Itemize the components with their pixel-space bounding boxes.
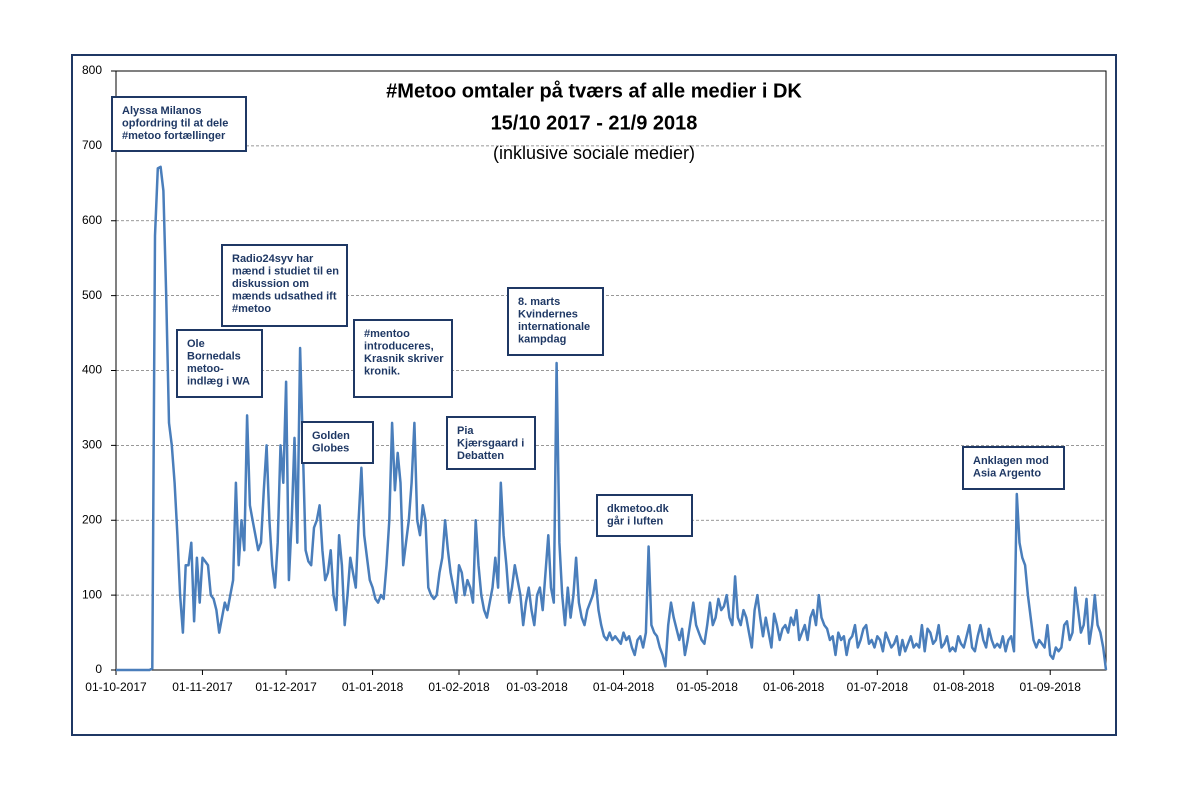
annotation-text: Anklagen mod bbox=[973, 455, 1049, 467]
annotation-text: går i luften bbox=[607, 515, 664, 527]
x-tick-label: 01-11-2017 bbox=[172, 680, 233, 694]
annotation-text: Alyssa Milanos bbox=[122, 105, 201, 117]
x-tick-label: 01-07-2018 bbox=[847, 680, 909, 694]
y-tick-label: 800 bbox=[82, 63, 102, 77]
chart-title: #Metoo omtaler på tværs af alle medier i… bbox=[386, 79, 802, 102]
y-tick-label: 500 bbox=[82, 288, 102, 302]
annotation-text: #mentoo bbox=[364, 328, 410, 340]
annotation-box bbox=[507, 287, 604, 356]
annotation-box bbox=[446, 416, 536, 470]
annotation-text: Radio24syv har bbox=[232, 253, 314, 265]
x-tick-label: 01-01-2018 bbox=[342, 680, 404, 694]
annotation-text: Debatten bbox=[457, 450, 504, 462]
x-tick-label: 01-12-2017 bbox=[255, 680, 317, 694]
x-tick-label: 01-05-2018 bbox=[677, 680, 739, 694]
x-tick-label: 01-09-2018 bbox=[1020, 680, 1082, 694]
annotation-text: mænds udsathed ift bbox=[232, 290, 337, 302]
annotation-text: diskussion om bbox=[232, 278, 309, 290]
annotation-text: indlæg i WA bbox=[187, 375, 250, 387]
annotation-text: Globes bbox=[312, 442, 349, 454]
annotation-text: kronik. bbox=[364, 365, 400, 377]
annotation-text: mænd i studiet til en bbox=[232, 265, 339, 277]
annotation-text: Pia bbox=[457, 425, 474, 437]
x-tick-label: 01-10-2017 bbox=[85, 680, 147, 694]
annotation-text: Bornedals bbox=[187, 350, 241, 362]
annotation-box bbox=[221, 244, 348, 327]
annotation-text: introduceres, bbox=[364, 340, 434, 352]
annotation-text: Ole bbox=[187, 338, 205, 350]
annotation-text: metoo- bbox=[187, 363, 224, 375]
annotation-box bbox=[111, 96, 247, 152]
annotation-box bbox=[353, 319, 453, 398]
annotation-text: Kjærsgaard i bbox=[457, 437, 524, 449]
y-tick-label: 100 bbox=[82, 587, 102, 601]
annotation-box bbox=[301, 421, 374, 464]
y-tick-label: 0 bbox=[95, 662, 102, 676]
annotation-box bbox=[962, 446, 1065, 490]
plot-area bbox=[115, 70, 1107, 671]
annotation-text: Kvindernes bbox=[518, 308, 578, 320]
y-tick-label: 300 bbox=[82, 438, 102, 452]
y-tick-label: 600 bbox=[82, 213, 102, 227]
x-tick-label: 01-08-2018 bbox=[933, 680, 995, 694]
y-tick-label: 200 bbox=[82, 512, 102, 526]
annotation-text: Golden bbox=[312, 430, 350, 442]
annotation-text: kampdag bbox=[518, 333, 566, 345]
annotation-text: #metoo bbox=[232, 303, 271, 315]
annotation-text: 8. marts bbox=[518, 296, 560, 308]
y-tick-label: 400 bbox=[82, 363, 102, 377]
annotation-text: internationale bbox=[518, 321, 590, 333]
chart-subtitle: 15/10 2017 - 21/9 2018 bbox=[491, 112, 698, 134]
annotation-box bbox=[176, 329, 263, 398]
x-tick-label: 01-06-2018 bbox=[763, 680, 825, 694]
y-tick-label: 700 bbox=[82, 138, 102, 152]
annotation-text: #metoo fortællinger bbox=[122, 130, 226, 142]
annotation-text: dkmetoo.dk bbox=[607, 503, 670, 515]
data-line bbox=[116, 165, 1108, 672]
annotation-text: Krasnik skriver bbox=[364, 353, 444, 365]
x-tick-label: 01-02-2018 bbox=[428, 680, 490, 694]
x-tick-label: 01-03-2018 bbox=[506, 680, 568, 694]
annotation-box bbox=[596, 494, 693, 537]
x-tick-label: 01-04-2018 bbox=[593, 680, 655, 694]
chart-subtitle: (inklusive sociale medier) bbox=[493, 143, 695, 163]
annotation-text: Asia Argento bbox=[973, 467, 1041, 479]
annotation-text: opfordring til at dele bbox=[122, 117, 228, 129]
